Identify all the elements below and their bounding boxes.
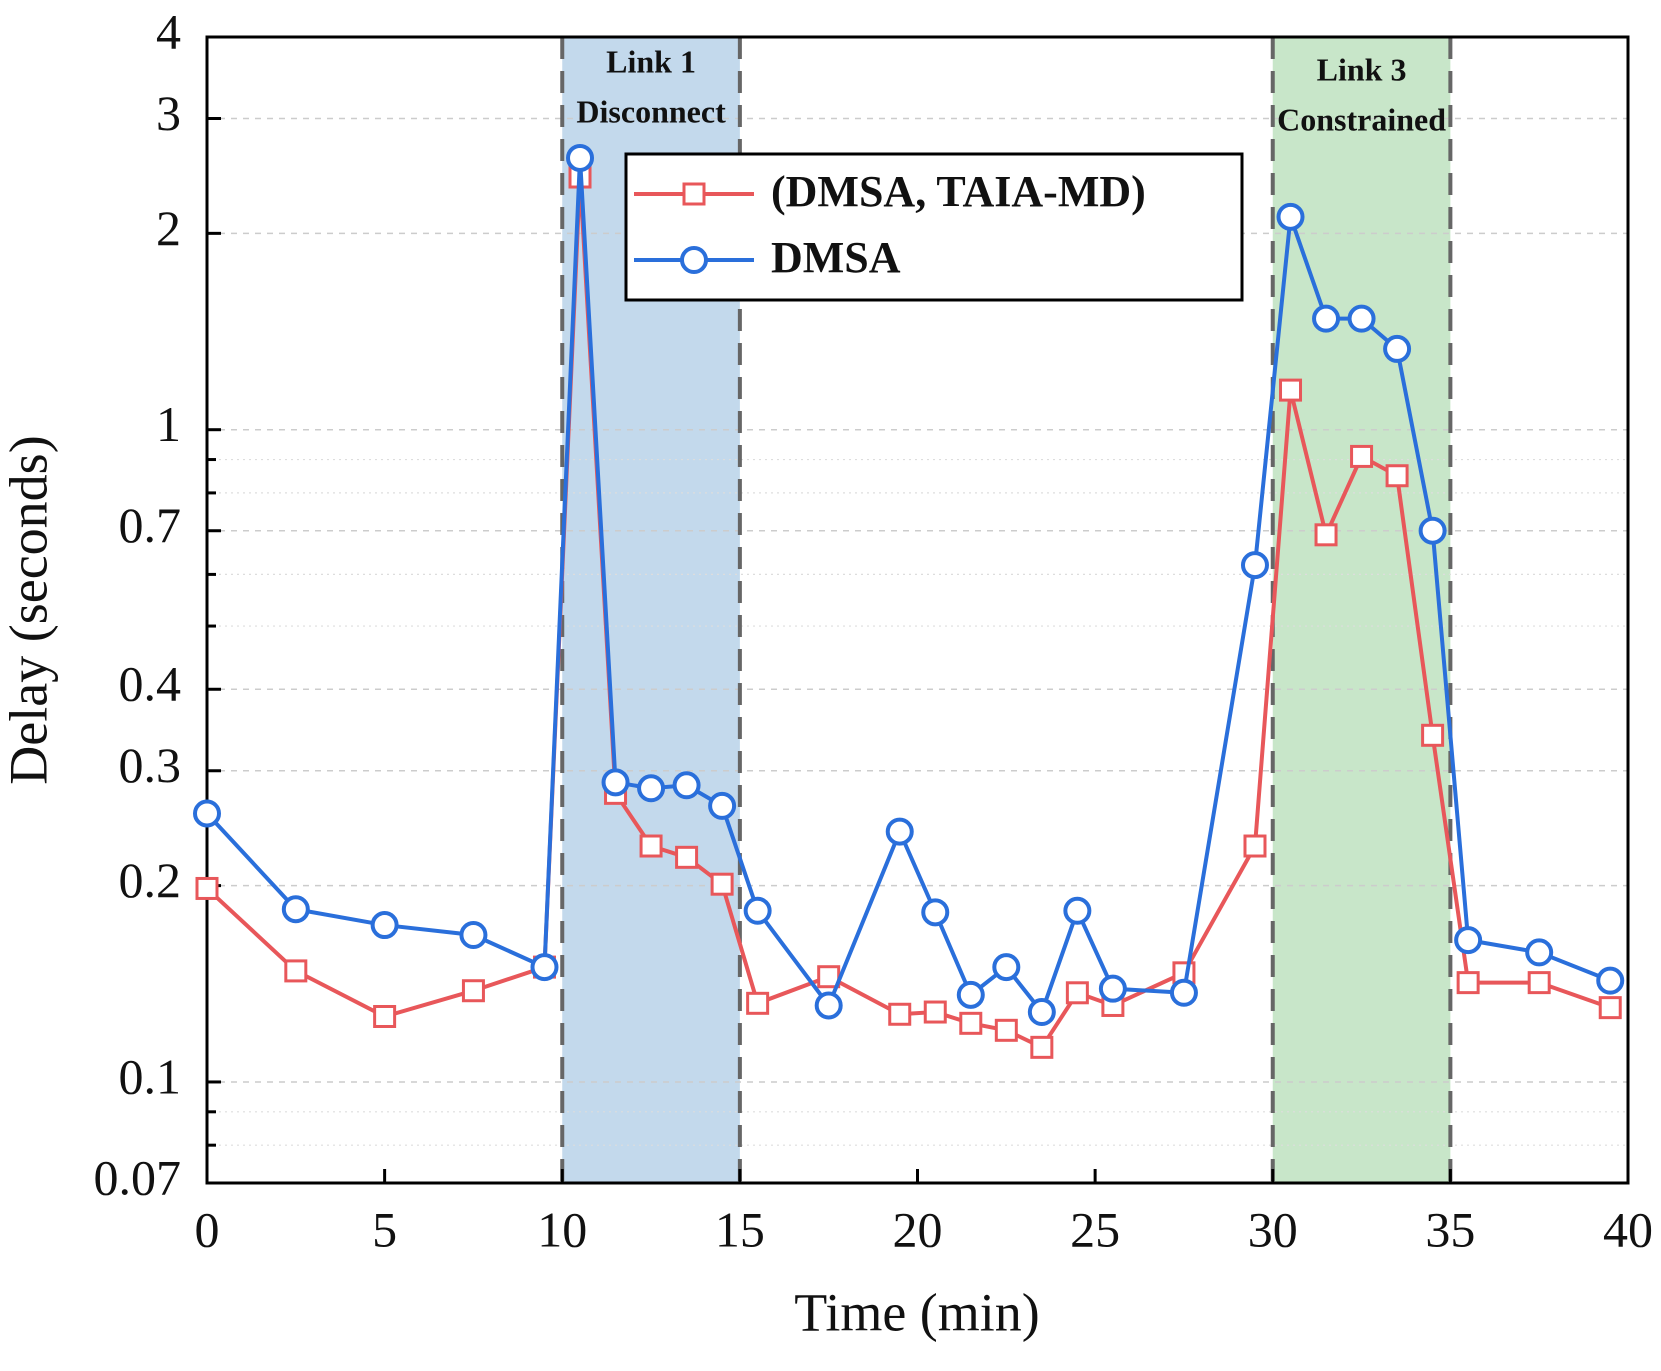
marker xyxy=(956,980,985,1009)
marker xyxy=(1030,1035,1054,1059)
x-tick-label: 15 xyxy=(715,1201,765,1257)
region-label: Disconnect xyxy=(576,93,726,129)
marker xyxy=(530,953,559,982)
x-tick-label: 20 xyxy=(893,1201,943,1257)
marker xyxy=(814,991,843,1020)
marker xyxy=(1276,202,1305,231)
y-tick-label: 0.3 xyxy=(119,737,182,793)
marker xyxy=(1243,834,1267,858)
y-tick-label: 1 xyxy=(156,396,181,452)
legend-box xyxy=(624,152,1244,302)
marker xyxy=(1312,304,1341,333)
marker xyxy=(921,898,950,927)
y-tick-label: 0.4 xyxy=(119,656,182,712)
marker xyxy=(708,791,737,820)
legend-label: DMSA xyxy=(771,233,901,282)
marker xyxy=(1350,444,1374,468)
shaded-region xyxy=(1272,37,1451,1183)
x-tick-label: 10 xyxy=(537,1201,587,1257)
marker xyxy=(1065,981,1089,1005)
marker xyxy=(461,979,485,1003)
legend-label: (DMSA, TAIA-MD) xyxy=(771,167,1146,216)
marker xyxy=(1383,334,1412,363)
x-tick-label: 0 xyxy=(195,1201,220,1257)
marker xyxy=(672,771,701,800)
y-tick-label: 3 xyxy=(156,85,181,141)
marker xyxy=(193,799,221,828)
marker xyxy=(1598,996,1622,1020)
marker xyxy=(281,895,310,924)
x-tick-label: 40 xyxy=(1603,1201,1653,1257)
marker xyxy=(885,817,914,846)
marker xyxy=(710,872,734,896)
y-tick-label: 0.1 xyxy=(119,1048,182,1104)
y-tick-label: 0.2 xyxy=(119,852,182,908)
marker xyxy=(888,1002,912,1026)
y-tick-label: 2 xyxy=(156,200,181,256)
marker xyxy=(675,845,699,869)
x-tick-label: 5 xyxy=(372,1201,397,1257)
marker xyxy=(1347,304,1376,333)
marker xyxy=(601,768,630,797)
marker xyxy=(1027,998,1056,1027)
region-label: Constrained xyxy=(1277,101,1446,137)
marker xyxy=(637,774,666,803)
marker xyxy=(1596,966,1625,995)
marker xyxy=(1525,938,1554,967)
marker xyxy=(1169,978,1198,1007)
marker xyxy=(1279,378,1303,402)
marker xyxy=(370,911,399,940)
x-tick-label: 30 xyxy=(1248,1201,1298,1257)
marker xyxy=(459,921,488,950)
y-tick-label: 4 xyxy=(156,3,181,59)
marker xyxy=(1421,723,1445,747)
marker xyxy=(1063,896,1092,925)
marker xyxy=(680,246,708,274)
x-tick-label: 25 xyxy=(1070,1201,1120,1257)
marker xyxy=(1527,971,1551,995)
region-label: Link 1 xyxy=(606,43,696,79)
marker xyxy=(1240,551,1269,580)
marker xyxy=(959,1011,983,1035)
marker xyxy=(746,991,770,1015)
marker xyxy=(992,953,1021,982)
marker xyxy=(923,1000,947,1024)
marker xyxy=(1314,523,1338,547)
x-tick-label: 35 xyxy=(1425,1201,1475,1257)
marker xyxy=(284,959,308,983)
x-axis-label: Time (min) xyxy=(794,1282,1040,1342)
region-label: Link 3 xyxy=(1317,51,1407,87)
y-tick-label: 0.07 xyxy=(94,1149,182,1205)
marker xyxy=(994,1018,1018,1042)
marker xyxy=(1454,926,1483,955)
marker xyxy=(1098,974,1127,1003)
y-axis-label: Delay (seconds) xyxy=(0,435,58,784)
marker xyxy=(373,1004,397,1028)
marker xyxy=(1418,516,1447,545)
marker xyxy=(195,876,219,900)
marker xyxy=(566,143,595,172)
marker xyxy=(682,182,706,206)
marker xyxy=(743,896,772,925)
marker xyxy=(639,834,663,858)
marker xyxy=(1385,464,1409,488)
y-tick-label: 0.7 xyxy=(119,497,182,553)
marker xyxy=(1456,971,1480,995)
